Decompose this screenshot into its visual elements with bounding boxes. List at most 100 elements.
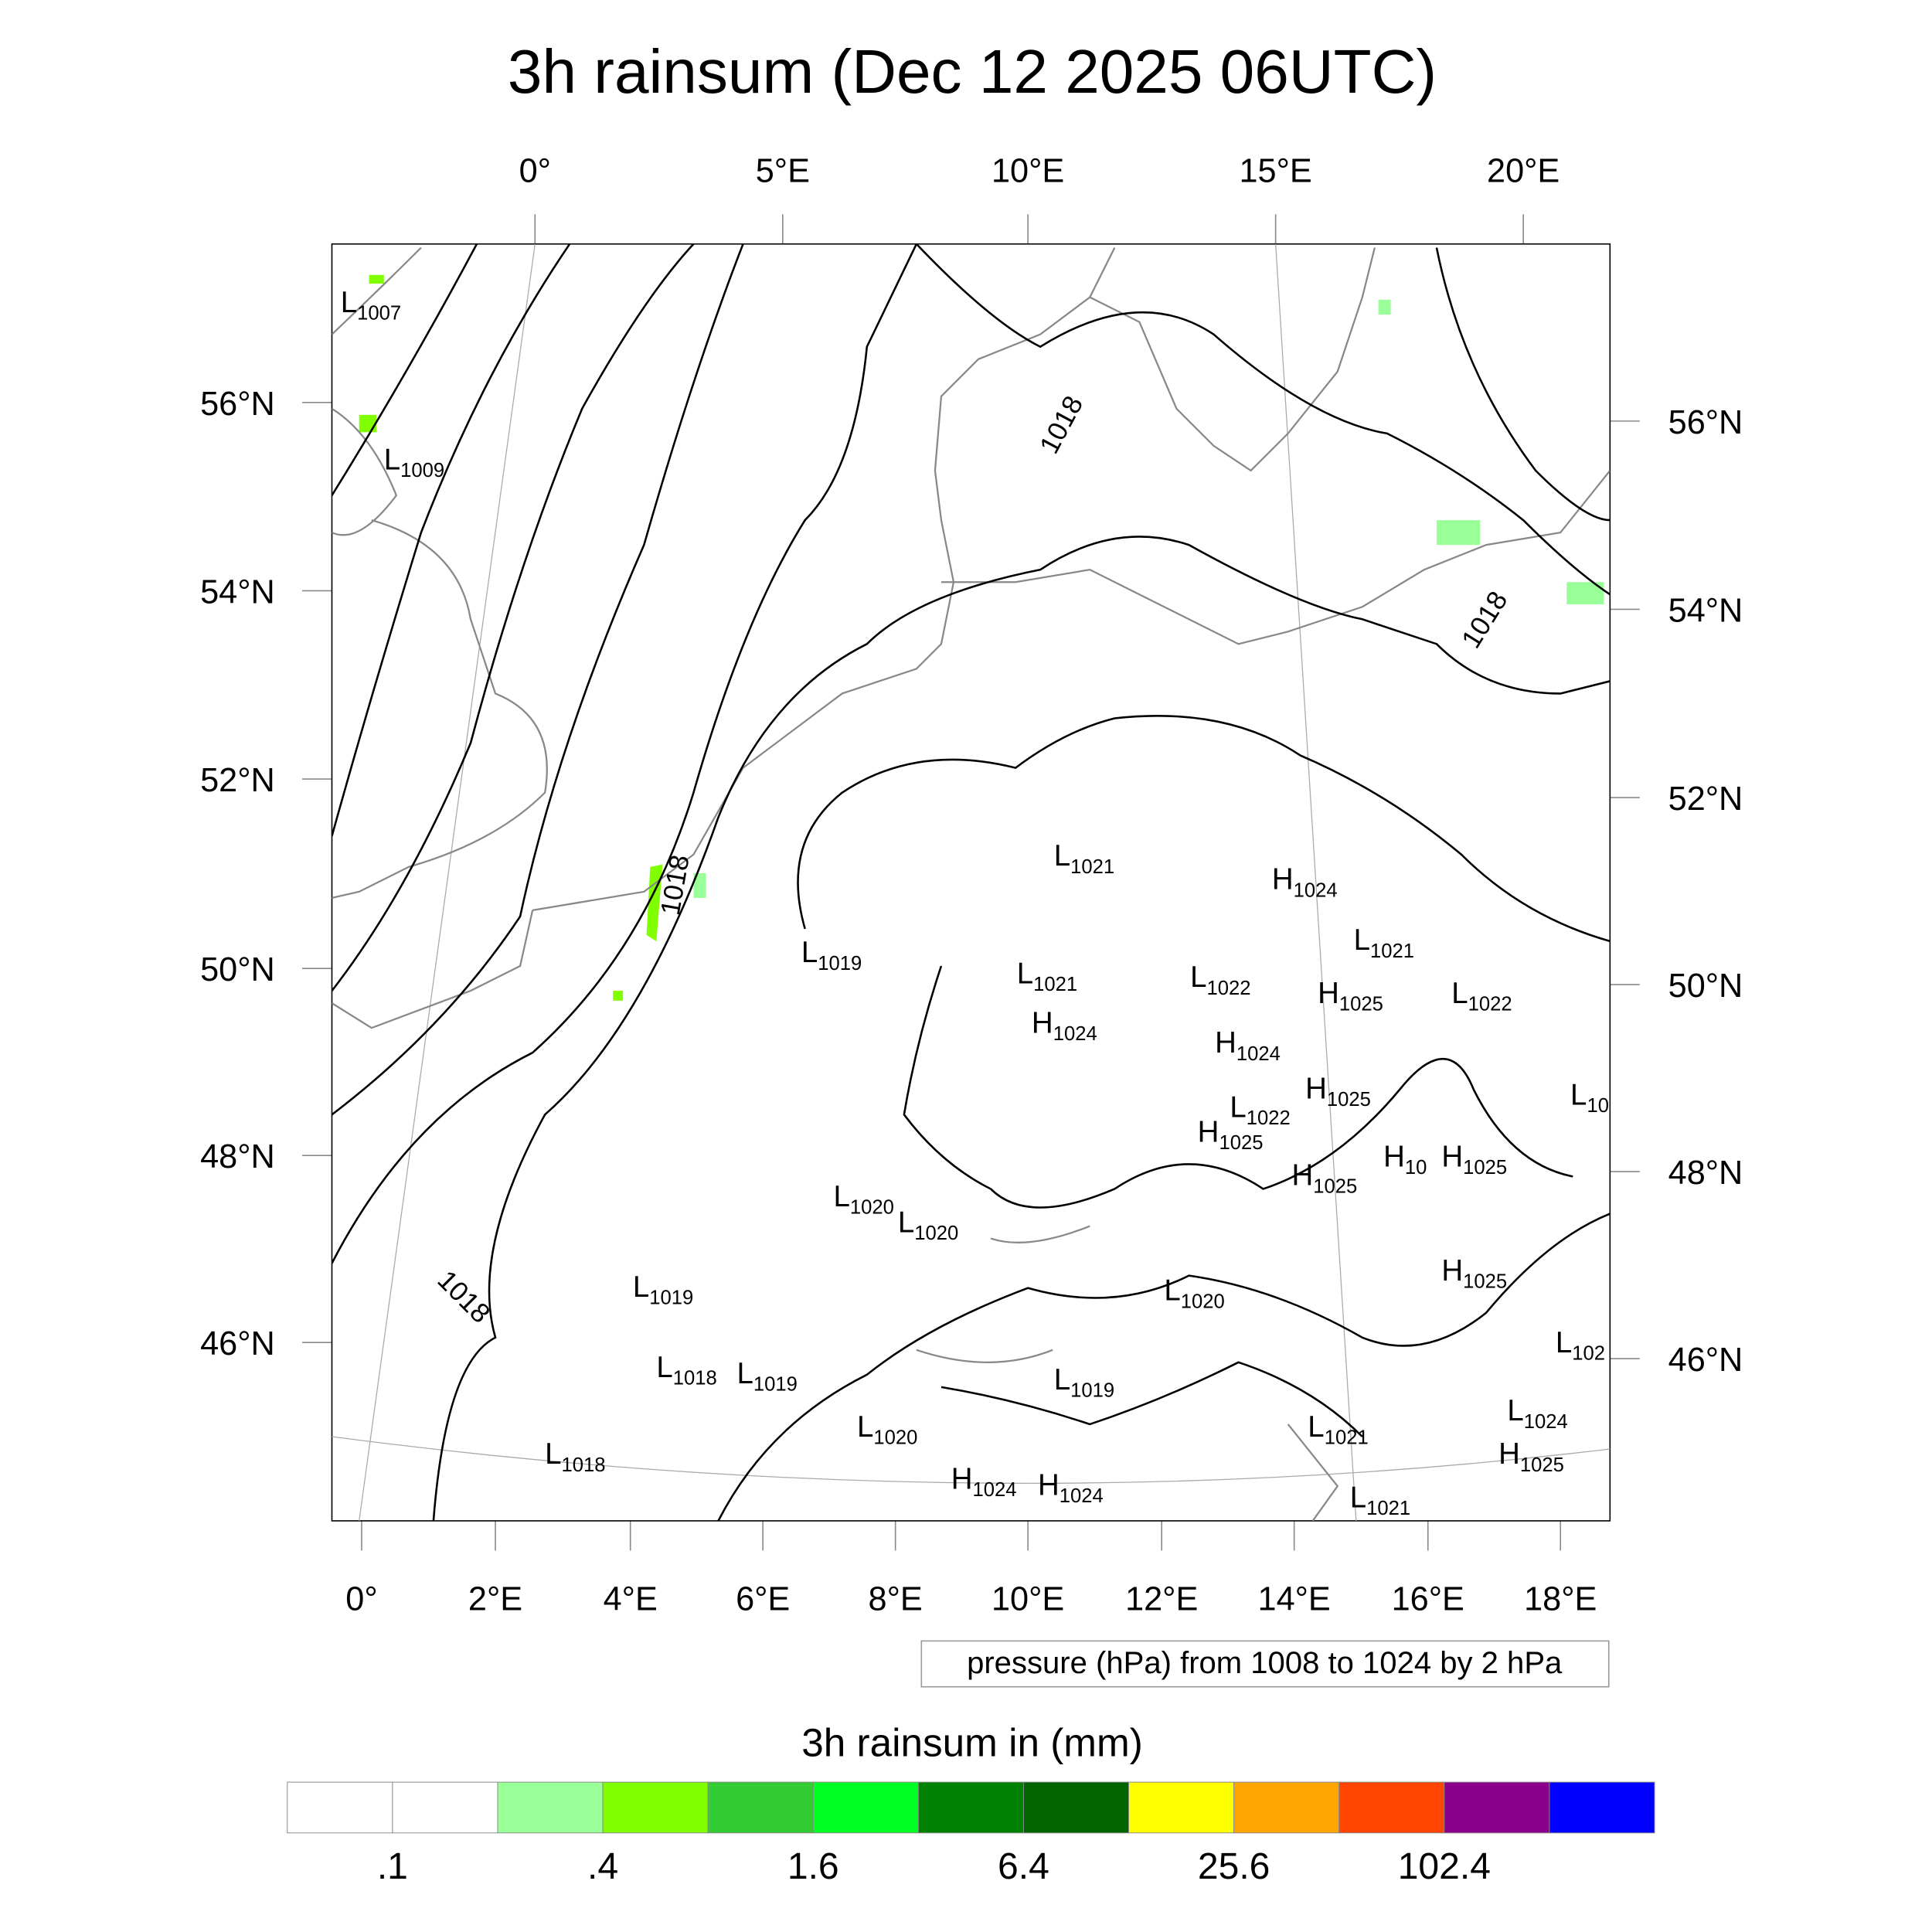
pressure-value: 1025 — [1313, 1175, 1357, 1197]
colorbar-labels: .1 .4 1.6 6.4 25.6 102.4 — [377, 1845, 1491, 1887]
low-pressure-label: L1018 — [545, 1437, 605, 1476]
low-pressure-label: L1022 — [1451, 977, 1512, 1015]
pressure-value: 1021 — [1366, 1498, 1410, 1519]
pressure-value: 1024 — [1060, 1485, 1104, 1507]
plot-frame — [331, 243, 1611, 1522]
low-pressure-label: L10 — [1570, 1078, 1609, 1117]
latitude-label: 52°N — [200, 762, 275, 799]
map-title: 3h rainsum (Dec 12 2025 06UTC) — [508, 36, 1437, 106]
longitude-label: 2°E — [468, 1580, 522, 1617]
pressure-value: 102 — [1572, 1343, 1605, 1365]
low-pressure-label: L1019 — [1054, 1363, 1114, 1402]
pressure-value: 1019 — [753, 1374, 798, 1396]
pressure-value: 1025 — [1219, 1132, 1263, 1154]
low-pressure-label: L1007 — [341, 286, 401, 325]
pressure-letter: L — [1451, 977, 1468, 1010]
pressure-value: 1025 — [1520, 1454, 1564, 1476]
pressure-value: 1022 — [1247, 1107, 1291, 1129]
pressure-value: 1018 — [562, 1454, 606, 1476]
colorbar-label: 6.4 — [998, 1845, 1049, 1887]
pressure-letter: H — [1305, 1072, 1327, 1105]
latitude-label: 54°N — [200, 573, 275, 611]
latitude-label: 48°N — [200, 1138, 275, 1175]
low-pressure-label: L1020 — [1164, 1274, 1224, 1313]
latitude-label: 46°N — [1668, 1342, 1743, 1379]
pressure-letter: L — [1556, 1326, 1572, 1359]
pressure-letter: L — [1164, 1274, 1180, 1308]
pressure-value: 1025 — [1327, 1089, 1371, 1111]
low-pressure-label: L1020 — [898, 1206, 958, 1245]
pressure-value: 1021 — [1070, 856, 1114, 878]
high-pressure-label: H1025 — [1291, 1159, 1357, 1198]
pressure-value: 1025 — [1463, 1271, 1507, 1293]
pressure-value: 1019 — [818, 953, 862, 975]
colorbar-swatch — [1022, 1781, 1130, 1834]
low-pressure-label: L1009 — [384, 443, 444, 481]
longitude-label: 14°E — [1258, 1580, 1331, 1617]
high-pressure-label: H10 — [1383, 1141, 1427, 1179]
high-pressure-label: H1025 — [1305, 1072, 1371, 1111]
graticule — [332, 243, 1611, 1521]
pressure-letter: L — [1230, 1091, 1246, 1124]
colorbar-label: 102.4 — [1398, 1845, 1491, 1887]
pressure-letter: L — [1507, 1394, 1523, 1427]
colorbar-swatch — [1549, 1781, 1655, 1834]
precipitation-areas — [359, 274, 1604, 1001]
colorbar-swatch — [812, 1781, 919, 1834]
pressure-letter: H — [1383, 1141, 1405, 1174]
pressure-letter: L — [834, 1180, 850, 1213]
longitude-label: 0° — [519, 153, 551, 190]
pressure-value: 1018 — [673, 1368, 717, 1389]
low-pressure-label: L1022 — [1230, 1091, 1290, 1130]
high-pressure-label: H1024 — [1272, 863, 1338, 902]
colorbar-swatch — [602, 1781, 709, 1834]
longitude-label: 10°E — [992, 153, 1064, 190]
longitude-label: 15°E — [1240, 153, 1312, 190]
pressure-value: 1020 — [850, 1197, 894, 1219]
low-pressure-label: L1021 — [1354, 923, 1414, 962]
pressure-letter: L — [857, 1410, 873, 1444]
top-longitude-labels: 0° 5°E 10°E 15°E 20°E — [519, 153, 1560, 244]
pressure-letter: H — [1441, 1141, 1463, 1174]
pressure-letter: L — [545, 1437, 561, 1471]
colorbar-swatch — [1444, 1781, 1550, 1834]
colorbar-swatch — [392, 1781, 498, 1834]
longitude-label: 10°E — [992, 1580, 1064, 1617]
pressure-value: 1024 — [1053, 1023, 1097, 1045]
pressure-letter: L — [1308, 1410, 1324, 1444]
pressure-letter: H — [1032, 1007, 1053, 1040]
colorbar-swatch — [287, 1781, 393, 1834]
pressure-letter: L — [633, 1270, 649, 1304]
high-pressure-label: H1024 — [1215, 1026, 1281, 1065]
pressure-letter: H — [1038, 1468, 1060, 1502]
latitude-label: 50°N — [1668, 968, 1743, 1005]
pressure-value: 1020 — [873, 1427, 917, 1449]
pressure-letter: L — [737, 1357, 753, 1390]
high-pressure-label: H1025 — [1318, 977, 1383, 1015]
bottom-longitude-labels: 0° 2°E 4°E 6°E 8°E 10°E 12°E 14°E 16°E 18°E — [345, 1520, 1597, 1617]
pressure-value: 1024 — [1236, 1043, 1281, 1065]
pressure-letter: L — [1017, 957, 1033, 990]
pressure-letter: L — [898, 1206, 914, 1240]
high-pressure-label: H1025 — [1441, 1141, 1507, 1179]
pressure-value: 1019 — [649, 1287, 693, 1309]
colorbar — [287, 1781, 1655, 1834]
longitude-label: 5°E — [756, 153, 810, 190]
pressure-letter: H — [1198, 1116, 1219, 1149]
pressure-letter: H — [1498, 1437, 1520, 1471]
pressure-value: 1021 — [1370, 940, 1414, 962]
pressure-letter: L — [801, 936, 818, 969]
coastlines — [332, 247, 1611, 1521]
longitude-label: 12°E — [1125, 1580, 1198, 1617]
pressure-value: 1024 — [1524, 1411, 1568, 1433]
pressure-letter: H — [1318, 977, 1339, 1010]
pressure-letter: L — [384, 443, 400, 476]
pressure-letter: L — [1190, 961, 1206, 994]
longitude-label: 4°E — [604, 1580, 658, 1617]
low-pressure-label: L1021 — [1017, 957, 1077, 995]
pressure-value: 1024 — [973, 1479, 1017, 1501]
low-pressure-label: L1020 — [834, 1180, 894, 1219]
pressure-letter: H — [1441, 1254, 1463, 1287]
latitude-label: 56°N — [1668, 404, 1743, 441]
longitude-label: 20°E — [1487, 153, 1560, 190]
